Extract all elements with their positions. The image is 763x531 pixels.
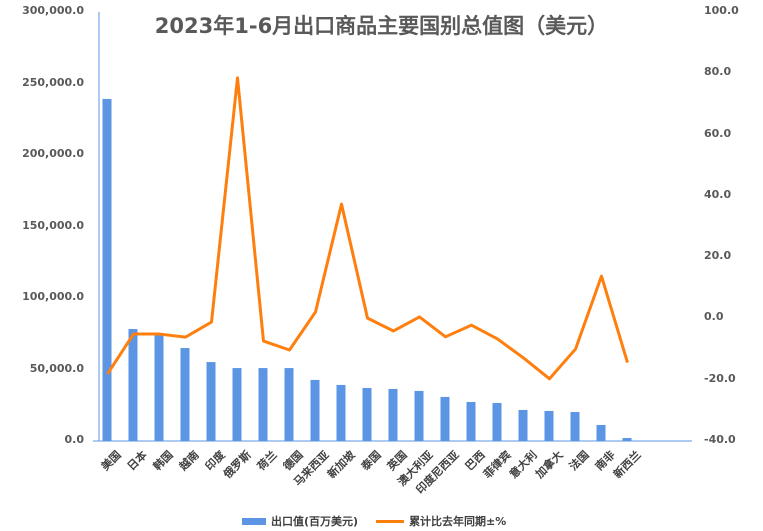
bar [154, 333, 164, 441]
bar [622, 437, 632, 441]
right-axis-tick: 20.0 [704, 249, 732, 263]
legend-bar-swatch [242, 517, 266, 525]
left-axis-tick: 250,000.0 [22, 75, 84, 89]
bar [544, 410, 554, 441]
legend-bar-label: 出口值(百万美元) [271, 515, 359, 528]
bar [388, 388, 398, 441]
bar [180, 348, 190, 441]
legend: 出口值(百万美元) 累计比去年同期±% [242, 513, 506, 529]
bar [362, 387, 372, 441]
right-axis-tick: 60.0 [704, 126, 732, 140]
bar [440, 396, 450, 441]
right-axis-tick: 0.0 [704, 310, 724, 324]
growth-line [106, 76, 629, 381]
bar [128, 329, 138, 441]
left-axis-tick: 150,000.0 [22, 218, 84, 232]
bar [284, 368, 294, 441]
bar [206, 362, 216, 441]
right-axis-tick: -40.0 [704, 433, 736, 446]
bar [336, 384, 346, 441]
right-axis-tick: -20.0 [704, 371, 736, 385]
bar [596, 424, 606, 441]
left-axis-tick: 50,000.0 [29, 361, 84, 375]
bar [492, 402, 502, 441]
right-axis-tick: 100.0 [704, 4, 739, 17]
chart-title: 2023年1-6月出口商品主要国别总值图（美元） [154, 14, 609, 38]
bar [102, 98, 112, 441]
left-axis-tick: 100,000.0 [22, 290, 84, 303]
left-axis-tick: 300,000.0 [22, 4, 84, 17]
bar [466, 401, 476, 441]
left-axis-tick: 0.0 [64, 433, 85, 446]
right-axis-tick: 40.0 [704, 187, 732, 201]
legend-line-swatch [376, 519, 405, 523]
bar [570, 411, 580, 441]
bar [414, 390, 424, 441]
legend-line-label: 累计比去年同期±% [409, 515, 507, 528]
bar [232, 368, 242, 441]
left-axis-tick: 200,000.0 [22, 147, 84, 160]
bar [310, 379, 320, 441]
right-axis-tick: 80.0 [704, 65, 732, 79]
bar [258, 368, 268, 441]
bar [518, 409, 528, 441]
